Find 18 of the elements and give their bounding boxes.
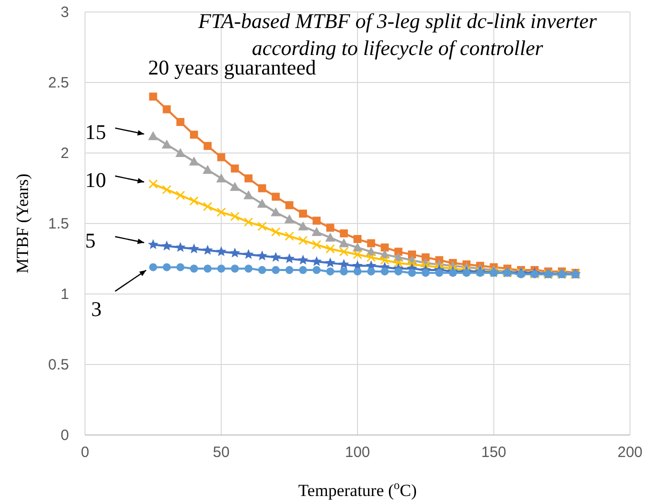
y-tick-label: 0 (60, 427, 69, 444)
y-tick-label: 1.5 (48, 216, 69, 232)
x-tick-label: 150 (481, 444, 506, 461)
x-tick-label: 100 (344, 444, 370, 461)
text: 15 (85, 120, 106, 144)
text: 5 (85, 228, 96, 253)
x-tick-label: 0 (80, 444, 90, 461)
y-tick-label: 2.5 (48, 74, 69, 92)
y-tick-label: 0.5 (48, 356, 69, 374)
y-tick-label: 1 (60, 286, 69, 303)
text: 3 (91, 297, 102, 322)
text: 10 (85, 168, 106, 192)
y-axis-title: MTBF (Years) (13, 174, 32, 274)
y-tick-label: 2 (60, 145, 69, 162)
x-axis-title: Temperature ($^{o}$C) (298, 478, 417, 500)
x-tick-label: 50 (212, 444, 230, 461)
y-tick-label: 3 (60, 4, 69, 21)
x-tick-label: 200 (617, 444, 643, 461)
